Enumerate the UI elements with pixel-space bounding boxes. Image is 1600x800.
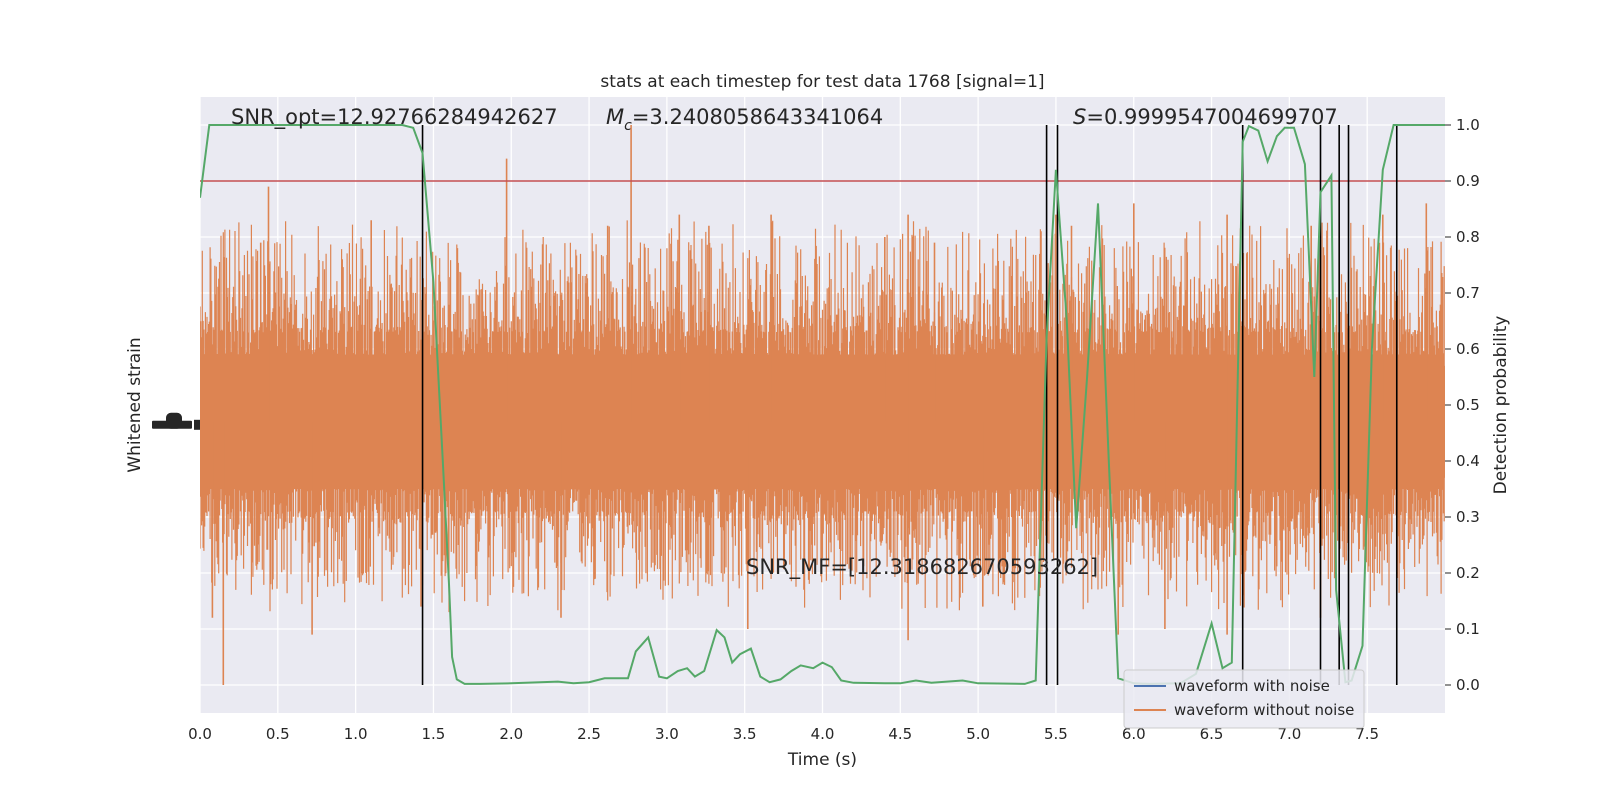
x-tick-label: 5.5 — [1044, 725, 1068, 743]
chirp-mass-value: =3.2408058643341064 — [632, 105, 883, 129]
y-tick-label: 0.8 — [1456, 228, 1480, 246]
score-symbol: S — [1073, 105, 1086, 129]
y-tick-label: 0.1 — [1456, 620, 1480, 638]
left-tick-mark — [194, 419, 200, 430]
y-axis-ticks-right: 0.0 0.1 0.2 0.3 0.4 0.5 0.6 0.7 0.8 0.9 1.0 — [1445, 116, 1480, 694]
x-tick-label: 5.0 — [966, 725, 990, 743]
chirp-mass-subscript: c — [624, 118, 632, 134]
snr-opt-annotation: SNR_opt=12.92766284942627 — [231, 105, 558, 130]
x-tick-label: 6.0 — [1122, 725, 1146, 743]
x-axis-label: Time (s) — [787, 750, 857, 770]
chart-title: stats at each timestep for test data 176… — [600, 72, 1044, 92]
x-tick-label: 6.5 — [1200, 725, 1224, 743]
snr-mf-annotation: SNR_MF=[12.318682670593262] — [746, 555, 1098, 580]
x-tick-label: 7.0 — [1277, 725, 1301, 743]
x-axis-ticks: 0.0 0.5 1.0 1.5 2.0 2.5 3.0 3.5 4.0 4.5 5.0 5.5 6.0 6… — [188, 725, 1379, 743]
event-markers — [421, 125, 1398, 685]
x-tick-label: 0.0 — [188, 725, 212, 743]
left-tick-cluster-glyph — [166, 412, 182, 429]
y-tick-label: 0.0 — [1456, 676, 1480, 694]
y-tick-label: 0.4 — [1456, 452, 1480, 470]
x-tick-label: 4.5 — [888, 725, 912, 743]
x-tick-label: 2.0 — [499, 725, 523, 743]
detection-probability-series — [200, 124, 1445, 685]
y-tick-label: 1.0 — [1456, 116, 1480, 134]
y-tick-label: 0.7 — [1456, 284, 1480, 302]
y-axis-label-right: Detection probability — [1491, 316, 1511, 495]
left-axis-overlapping-ticks — [152, 412, 200, 430]
chirp-mass-annotation: Mc=3.2408058643341064 — [606, 105, 883, 134]
score-annotation: S=0.9999547004699707 — [1073, 105, 1338, 129]
y-axis-label-left: Whitened strain — [125, 337, 145, 472]
score-value: =0.9999547004699707 — [1086, 105, 1337, 129]
waveform-spikes — [211, 125, 1428, 685]
waveform-trace — [200, 220, 1445, 613]
x-tick-label: 0.5 — [266, 725, 290, 743]
legend-box — [1123, 669, 1365, 729]
y-tick-label: 0.6 — [1456, 340, 1480, 358]
y-tick-label: 0.2 — [1456, 564, 1480, 582]
legend: waveform with noise waveform without noi… — [1123, 669, 1365, 729]
x-tick-label: 1.5 — [422, 725, 446, 743]
x-tick-label: 3.5 — [733, 725, 757, 743]
y-tick-label: 0.3 — [1456, 508, 1480, 526]
x-tick-label: 3.0 — [655, 725, 679, 743]
x-tick-label: 2.5 — [577, 725, 601, 743]
legend-entry-with-noise: waveform with noise — [1174, 677, 1330, 695]
y-tick-label: 0.5 — [1456, 396, 1480, 414]
x-tick-label: 4.0 — [811, 725, 835, 743]
x-tick-label: 7.5 — [1355, 725, 1379, 743]
y-tick-label: 0.9 — [1456, 172, 1480, 190]
legend-entry-without-noise: waveform without noise — [1174, 701, 1354, 719]
x-tick-label: 1.0 — [344, 725, 368, 743]
chirp-mass-symbol: M — [606, 105, 624, 129]
